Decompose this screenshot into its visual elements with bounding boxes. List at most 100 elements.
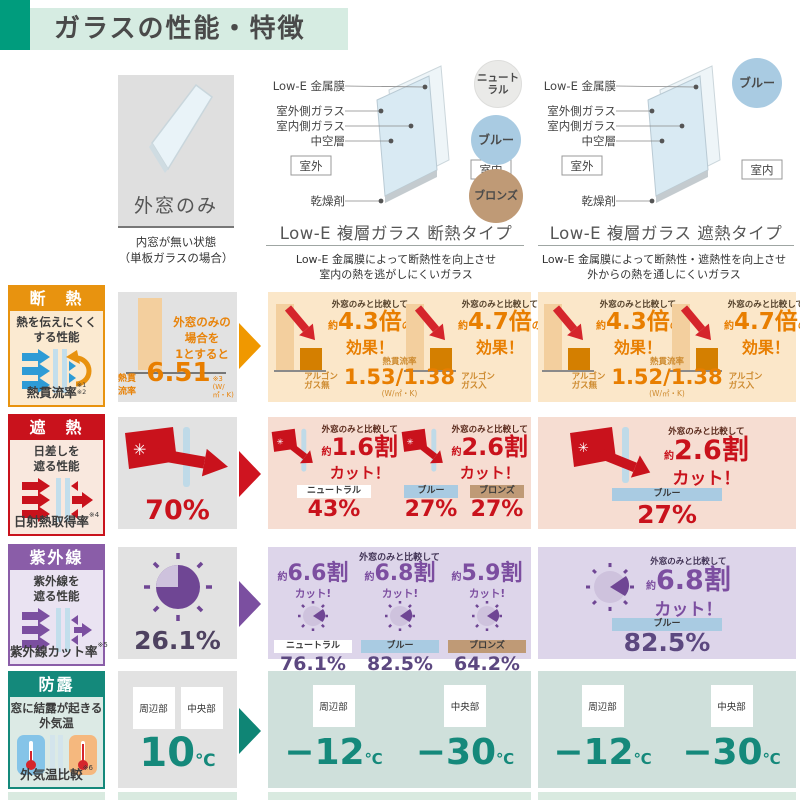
- uv-shanetsu-group: 外窓のみと比較して 約6.8割 カット！: [584, 555, 731, 619]
- outer-window-panel: 外窓のみ: [118, 75, 234, 228]
- uv-outer-value: 26.1%: [134, 626, 221, 655]
- badge-center: 中央部: [180, 687, 223, 729]
- comparison-bar-chart: [670, 304, 722, 372]
- badge-center: 中央部: [710, 685, 753, 727]
- cell-shading-dannetsu: ✳ 外窓のみと比較して 約1.6割 カット！ ニュートラル 43% ✳: [268, 417, 531, 529]
- swatch-bronze: ブロンズ: [469, 169, 523, 223]
- sunlight-cut-icon: ✳: [570, 427, 651, 483]
- cell-insulation-dannetsu: 外窓のみと比較して 約4.3倍の 効果！ 外窓のみと比較して 約4.7倍の 効果…: [268, 292, 542, 402]
- title-accent-square: [0, 0, 30, 50]
- condensation-center-value: −30℃: [415, 732, 515, 773]
- uv-block-icon: [21, 608, 92, 652]
- baseline-bar-chart: [126, 298, 226, 374]
- uv-sub-bronze: 約5.9割 カット! ブロンズ 64.2%: [444, 563, 530, 675]
- label-outdoor: 室外: [300, 159, 323, 173]
- uv-header: 紫外線: [10, 546, 103, 570]
- svg-text:✳: ✳: [578, 441, 589, 456]
- cell-uv-shanetsu: 外窓のみと比較して 約6.8割 カット！ ブルー 82.5%: [538, 547, 796, 659]
- condensation-outer-value: 10℃: [139, 730, 216, 776]
- shading-header: 遮 熱: [10, 416, 103, 440]
- shading-value-bronze: 27%: [470, 497, 524, 522]
- dannetsu-desc-1: Low-E 金属膜によって断熱性を向上させ: [295, 253, 497, 266]
- cell-condensation-shanetsu: 周辺部 −12℃ 中央部 −30℃: [538, 671, 796, 788]
- condensation-edge-value: −12℃: [284, 732, 383, 773]
- page-title: ガラスの性能・特徴: [54, 14, 306, 44]
- shanetsu-desc-2: 外からの熱を通しにくいガラス: [587, 268, 741, 281]
- uv-sun-small-icon: [472, 601, 502, 631]
- cell-condensation-dannetsu: 周辺部 −12℃ 中央部 −30℃: [268, 671, 531, 788]
- label-inner-glass: 室内側ガラス: [547, 119, 616, 133]
- single-pane-glass-diagram: [149, 83, 213, 173]
- label-lowe-film: Low-E 金属膜: [273, 79, 345, 93]
- badge-center: 中央部: [444, 685, 486, 727]
- uv-shanetsu-value: 82.5%: [623, 628, 711, 657]
- shading-shanetsu-group: ✳ 外窓のみと比較して 約2.6割 カット！: [568, 425, 749, 488]
- shading-sub-blue-bronze: ✳ 外窓のみと比較して 約2.6割 カット！ ブルー 27% ブロンズ 27%: [400, 423, 528, 522]
- shading-shanetsu-value: 27%: [637, 500, 697, 529]
- label-desiccant: 乾燥剤: [311, 194, 346, 208]
- sunlight-cut-icon: ✳: [401, 428, 443, 472]
- cropped-next-row-strip: [268, 792, 531, 800]
- label-outer-glass: 室外側ガラス: [547, 104, 616, 118]
- arrow-right-orange: [239, 323, 261, 369]
- uv-value-blue: 82.5%: [367, 653, 433, 675]
- badge-edge: 周辺部: [132, 687, 175, 729]
- swatch-blue-shanetsu: ブルー: [732, 58, 782, 108]
- uv-sun-small-icon: [385, 601, 415, 631]
- shading-outer-value: 70%: [145, 495, 210, 526]
- double-glazing-diagram-shanetsu: Low-E 金属膜 室外側ガラス 室内側ガラス 中空層 乾燥剤 室外 室内: [544, 65, 783, 208]
- swatch-blue: ブルー: [471, 115, 521, 165]
- cell-condensation-outer: 周辺部 中央部 10℃: [118, 671, 237, 788]
- condensation-center-block: 中央部 −30℃: [399, 671, 531, 788]
- shanetsu-type-title: Low-E 複層ガラス 遮熱タイプ: [549, 224, 783, 243]
- badge-blue: ブルー: [361, 640, 439, 653]
- shading-icon: [21, 478, 93, 522]
- label-air-layer: 中空層: [582, 134, 617, 148]
- comparison-bar-chart: [542, 304, 594, 372]
- condensation-outer-badges: 周辺部 中央部: [118, 687, 237, 729]
- cell-shading-outer: ✳ 70%: [118, 417, 237, 529]
- outer-window-note-2: （単板ガラスの場合）: [118, 251, 234, 265]
- thermometer-cold-icon: [16, 735, 45, 775]
- badge-bronze: ブロンズ: [448, 640, 526, 653]
- label-desiccant: 乾燥剤: [582, 194, 617, 208]
- arrow-right-red: [239, 451, 261, 497]
- shanetsu-desc-1: Low-E 金属膜によって断熱性・遮熱性を向上させ: [541, 253, 787, 266]
- condensation-edge-block: 周辺部 −12℃: [538, 671, 667, 788]
- svg-text:✳: ✳: [133, 440, 146, 459]
- dannetsu-desc-2: 室内の熱を逃がしにくいガラス: [319, 268, 473, 281]
- divider: [266, 245, 524, 246]
- cell-uv-dannetsu: 外窓のみと比較して 約6.6割 カット! ニュートラル 76.1% 約6.8割 …: [268, 547, 531, 675]
- divider: [538, 245, 794, 246]
- uv-sub-neutral: 約6.6割 カット! ニュートラル 76.1%: [270, 563, 356, 675]
- shading-value-blue: 27%: [404, 497, 458, 522]
- sunlight-cut-icon: ✳: [271, 428, 313, 472]
- label-lowe-film: Low-E 金属膜: [544, 79, 616, 93]
- glass-edge: [149, 143, 168, 173]
- row-label-condensation: 防露 窓に結露が起きる 外気温 外: [8, 671, 105, 789]
- label-air-layer: 中空層: [311, 134, 346, 148]
- uv-value-neutral: 76.1%: [280, 653, 346, 675]
- label-outer-glass: 室外側ガラス: [276, 104, 345, 118]
- condensation-center-value: −30℃: [682, 732, 781, 773]
- cell-insulation-outer: 外窓のみの 場合を 1とすると 熱貫流率 6.51 ※3 (W/㎡・K): [118, 292, 237, 402]
- svg-text:✳: ✳: [277, 436, 284, 446]
- uv-sun-small-icon: [298, 601, 328, 631]
- comparison-bar-chart: [274, 304, 326, 372]
- title-bar: ガラスの性能・特徴: [30, 8, 348, 50]
- badge-bronze: ブロンズ: [470, 485, 524, 498]
- label-inner-glass: 室内側ガラス: [276, 119, 345, 133]
- uv-value-bronze: 64.2%: [454, 653, 520, 675]
- uv-sun-icon: [144, 553, 212, 621]
- badge-blue: ブルー: [404, 485, 458, 498]
- outer-window-note-1: 内窓が無い状態: [135, 235, 217, 249]
- row-label-shading: 遮 熱 日差しを 遮る性能 日射熱取得率※4: [8, 414, 105, 536]
- badge-neutral: ニュートラル: [274, 640, 352, 653]
- cropped-next-row-strip: [538, 792, 796, 800]
- cell-shading-shanetsu: ✳ 外窓のみと比較して 約2.6割 カット！ ブルー 27%: [538, 417, 796, 529]
- arrow-right-purple: [239, 581, 261, 627]
- badge-blue: ブルー: [612, 618, 722, 631]
- cropped-next-row-strip: [118, 792, 237, 800]
- arrow-right-teal: [239, 708, 261, 754]
- label-indoor: 室内: [751, 163, 774, 177]
